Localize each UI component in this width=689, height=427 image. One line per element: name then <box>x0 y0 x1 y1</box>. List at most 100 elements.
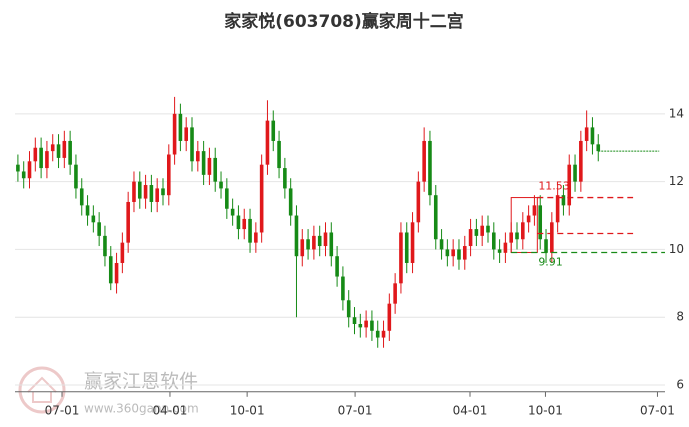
candle-body <box>120 242 125 263</box>
candle-body <box>196 151 200 162</box>
candle-body <box>312 235 316 250</box>
candle-body <box>370 320 374 331</box>
candle-body <box>410 222 415 263</box>
candle-body <box>590 127 595 145</box>
candle-body <box>439 239 444 250</box>
candle-body <box>526 215 531 223</box>
candle-body <box>97 222 101 236</box>
candle-body <box>190 127 194 162</box>
candle-body <box>491 232 496 250</box>
candle-body <box>161 188 165 196</box>
watermark-logo <box>18 366 66 414</box>
candle-body <box>225 188 229 209</box>
candle-body <box>248 218 252 243</box>
candle-body <box>184 127 189 141</box>
candle-body <box>317 235 322 247</box>
y-tick-label: 10 <box>669 242 684 256</box>
candle-body <box>74 164 78 189</box>
chart-title: 家家悦(603708)赢家周十二宫 <box>224 11 464 32</box>
candle-body <box>155 188 159 202</box>
candle-body <box>416 181 421 223</box>
x-tick-label: 04-01 <box>153 403 188 417</box>
candle-body <box>596 144 601 152</box>
candle-body <box>254 232 258 243</box>
candle-body <box>462 246 467 260</box>
candle-body <box>555 195 560 223</box>
candle-body <box>306 239 310 250</box>
candle-body <box>561 195 566 206</box>
candle-body <box>474 229 479 236</box>
candle-body <box>422 140 426 182</box>
candle-body <box>521 222 525 240</box>
candle-body <box>103 235 107 257</box>
candle-body <box>137 181 142 199</box>
candle-body <box>428 140 432 196</box>
candle-body <box>178 113 183 141</box>
candle-body <box>143 185 148 199</box>
candle-body <box>259 164 264 233</box>
candle-body <box>207 157 212 175</box>
candle-body <box>538 205 543 240</box>
candle-body <box>277 140 281 169</box>
candle-body <box>544 239 548 253</box>
candle-body <box>85 205 90 216</box>
candle-body <box>486 225 490 233</box>
y-tick-label: 12 <box>669 174 684 188</box>
y-tick-label: 14 <box>669 106 684 120</box>
watermark-name: 赢家江恩软件 <box>84 371 198 393</box>
candle-body <box>39 147 43 169</box>
x-tick-label: 07-01 <box>338 403 373 417</box>
candle-body <box>300 239 305 257</box>
x-tick-label: 07-01 <box>640 403 675 417</box>
candle-body <box>108 256 113 284</box>
x-tick-label: 10-01 <box>230 403 265 417</box>
candle-body <box>579 140 583 182</box>
candle-body <box>364 320 368 328</box>
candle-body <box>352 317 357 325</box>
candle-body <box>219 181 223 189</box>
candle-body <box>294 215 299 257</box>
candle-body <box>166 154 171 196</box>
candle-body <box>68 140 72 165</box>
candle-body <box>335 256 339 277</box>
candle-body <box>79 188 84 206</box>
candle-body <box>399 232 403 284</box>
candle-body <box>50 144 55 152</box>
candle-body <box>201 151 206 175</box>
y-tick-label: 6 <box>676 378 684 392</box>
candle-body <box>468 229 473 247</box>
candle-body <box>172 113 177 155</box>
candle-body <box>451 249 455 257</box>
candle-body <box>149 185 154 202</box>
candle-body <box>381 330 386 338</box>
candle-body <box>445 249 450 257</box>
candle-body <box>573 164 577 182</box>
candle-body <box>45 151 49 169</box>
x-tick-label: 07-01 <box>45 403 80 417</box>
x-tick-label: 10-01 <box>528 403 563 417</box>
candle-body <box>584 127 589 141</box>
candle-body <box>567 164 572 206</box>
candle-body <box>346 300 351 318</box>
candle-body <box>16 164 20 172</box>
candle-body <box>62 140 67 158</box>
candle-body <box>404 232 409 263</box>
candle-body <box>329 232 334 257</box>
candle-body <box>503 242 508 253</box>
candle-body <box>271 120 276 141</box>
candle-body <box>457 249 461 260</box>
watermark-site: www.360gann.com <box>84 402 199 416</box>
candle-body <box>27 161 32 179</box>
candle-body <box>114 262 119 284</box>
y-tick-label: 8 <box>676 310 684 324</box>
level-label: 11.53 <box>538 180 570 193</box>
candle-body <box>375 330 380 338</box>
candle-body <box>550 222 554 253</box>
candle-body <box>21 171 26 179</box>
candle-body <box>358 324 363 328</box>
candle-body <box>341 276 345 301</box>
candle-body <box>393 283 397 304</box>
candle-body <box>532 205 537 216</box>
candle-body <box>33 147 38 162</box>
